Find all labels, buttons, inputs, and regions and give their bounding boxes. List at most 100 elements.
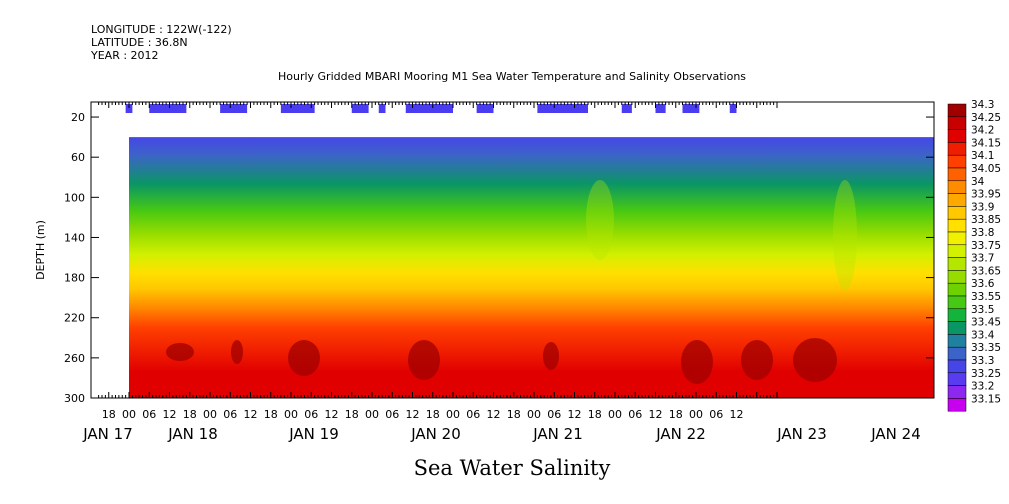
hour-tick-label: 00: [365, 408, 379, 421]
colorbar-label: 34.15: [971, 137, 1001, 149]
hour-tick-label: 12: [730, 408, 744, 421]
high-salinity-patch: [231, 340, 243, 364]
high-salinity-patch: [793, 338, 837, 382]
surface-obs-bar: [621, 104, 632, 113]
high-salinity-patch: [681, 340, 713, 384]
hour-tick-label: 18: [588, 408, 602, 421]
hour-tick-label: 00: [446, 408, 460, 421]
colorbar-label: 33.9: [971, 201, 994, 213]
colorbar-swatch: [947, 295, 967, 310]
surface-obs-bar: [405, 104, 453, 113]
date-label: JAN 20: [410, 425, 461, 443]
colorbar-label: 34.25: [971, 112, 1001, 124]
surface-obs-bar: [682, 104, 700, 113]
colorbar-label: 34.2: [971, 125, 994, 137]
colorbar-swatch: [947, 231, 967, 246]
hour-tick-label: 12: [163, 408, 177, 421]
hour-tick-label: 06: [385, 408, 399, 421]
surface-obs-bar: [537, 104, 588, 113]
colorbar: 34.334.2534.234.1534.134.053433.9533.933…: [947, 99, 1001, 412]
colorbar-label: 33.2: [971, 381, 994, 393]
surface-obs-bar: [149, 104, 187, 113]
surface-obs-bar: [280, 104, 315, 113]
high-salinity-patch: [288, 340, 320, 376]
hour-tick-label: 00: [608, 408, 622, 421]
date-label: JAN 21: [532, 425, 583, 443]
y-tick-label: 220: [64, 312, 85, 325]
colorbar-label: 33.65: [971, 265, 1001, 277]
plot-frame: [90, 101, 935, 399]
high-salinity-patch: [408, 340, 440, 380]
hour-tick-label: 00: [203, 408, 217, 421]
hour-tick-label: 18: [507, 408, 521, 421]
surface-obs-bar: [351, 104, 369, 113]
y-tick-label: 180: [64, 272, 85, 285]
y-tick-label: 140: [64, 231, 85, 244]
hour-tick-label: 12: [325, 408, 339, 421]
y-tick-label: 20: [71, 111, 85, 124]
colorbar-label: 33.25: [971, 368, 1001, 380]
y-tick-label: 100: [64, 191, 85, 204]
colorbar-swatch: [947, 218, 967, 233]
colorbar-swatch: [947, 193, 967, 207]
hour-tick-label: 18: [264, 408, 278, 421]
date-label: JAN 24: [870, 425, 921, 443]
colorbar-label: 33.4: [971, 329, 995, 341]
colorbar-swatch: [947, 129, 967, 143]
hour-tick-label: 18: [102, 408, 116, 421]
colorbar-label: 33.8: [971, 227, 994, 239]
hour-tick-label: 06: [142, 408, 156, 421]
hour-tick-label: 12: [487, 408, 501, 421]
high-salinity-patch: [166, 343, 194, 361]
colorbar-label: 34: [971, 176, 985, 188]
surface-obs-bar: [476, 104, 494, 113]
colorbar-swatch: [947, 308, 967, 322]
low-salinity-patch: [833, 180, 857, 290]
colorbar-swatch: [947, 385, 967, 399]
colorbar-label: 33.7: [971, 253, 994, 265]
hour-tick-label: 12: [244, 408, 258, 421]
high-salinity-patch: [741, 340, 773, 380]
hour-tick-label: 06: [547, 408, 561, 421]
colorbar-label: 34.3: [971, 99, 994, 111]
colorbar-swatch: [947, 398, 967, 412]
colorbar-label: 34.1: [971, 150, 994, 162]
colorbar-swatch: [947, 116, 967, 130]
hour-tick-label: 12: [568, 408, 582, 421]
colorbar-label: 33.35: [971, 342, 1001, 354]
plot-area: [125, 104, 934, 398]
colorbar-swatch: [947, 154, 967, 169]
y-axis: 20 60 100 140 180 220 260 300: [64, 111, 934, 405]
colorbar-swatch: [947, 346, 967, 361]
hour-tick-label: 00: [689, 408, 703, 421]
hour-tick-label: 18: [183, 408, 197, 421]
date-label: JAN 18: [167, 425, 218, 443]
colorbar-swatch: [947, 142, 967, 156]
colorbar-label: 33.15: [971, 393, 1001, 405]
surface-obs-bar: [220, 104, 248, 113]
surface-obs-bar: [378, 104, 386, 113]
surface-obs-bar: [729, 104, 737, 113]
hour-tick-label: 00: [284, 408, 298, 421]
hour-tick-label: 06: [628, 408, 642, 421]
colorbar-swatch: [947, 321, 967, 335]
colorbar-swatch: [947, 257, 967, 271]
high-salinity-patch: [543, 342, 559, 370]
hour-tick-label: 00: [122, 408, 136, 421]
hour-tick-label: 06: [304, 408, 318, 421]
low-salinity-patch: [586, 180, 614, 260]
colorbar-swatch: [947, 180, 967, 194]
colorbar-label: 33.75: [971, 240, 1001, 252]
surface-obs-bar: [655, 104, 666, 113]
hour-tick-label: 18: [426, 408, 440, 421]
y-tick-label: 60: [71, 151, 85, 164]
latitude-label: LATITUDE : 36.8N: [91, 36, 188, 49]
y-axis-label: DEPTH (m): [34, 220, 47, 280]
y-tick-label: 260: [64, 352, 85, 365]
x-axis-label: Sea Water Salinity: [414, 456, 611, 480]
colorbar-swatch: [947, 167, 967, 182]
axis-ticks: [98, 102, 778, 398]
colorbar-label: 33.55: [971, 291, 1001, 303]
hour-tick-label: 06: [466, 408, 480, 421]
